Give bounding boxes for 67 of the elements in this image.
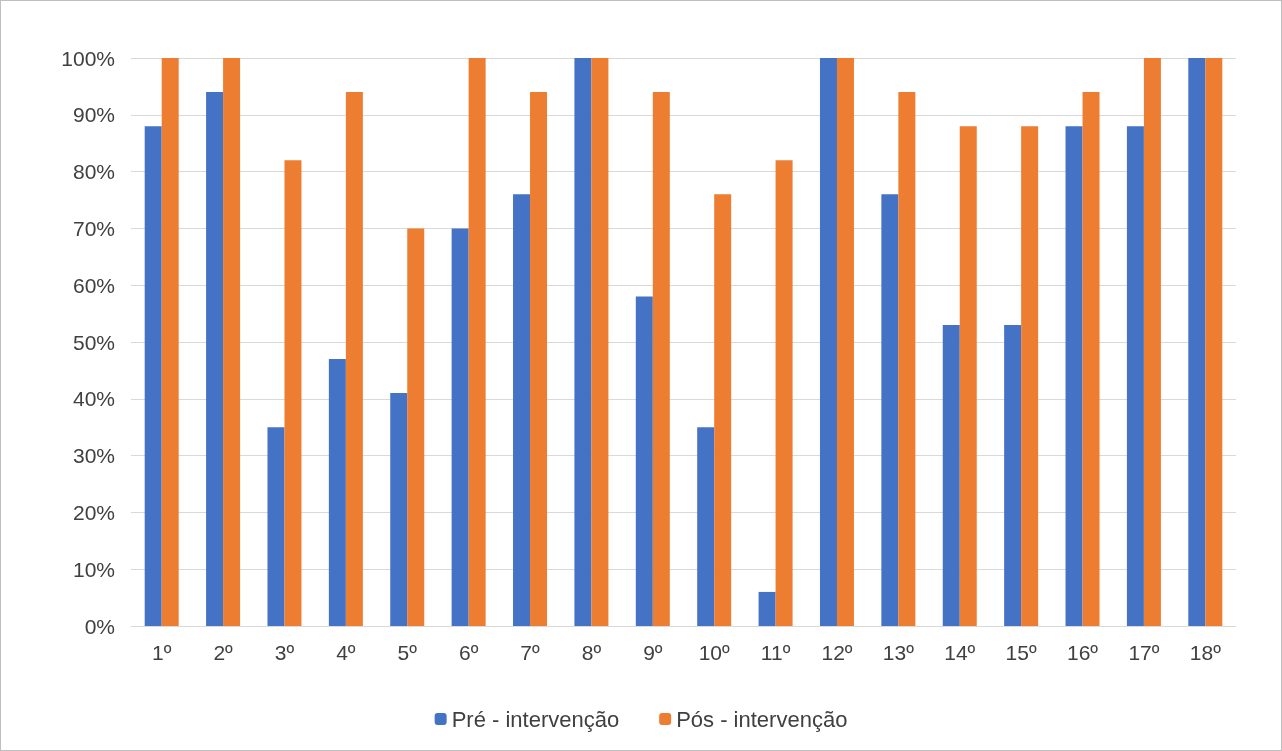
legend-label: Pré - intervenção [451, 706, 620, 732]
y-tick-label: 80% [72, 160, 115, 184]
x-tick-label: 2º [213, 641, 234, 664]
bar [161, 58, 179, 626]
bar [206, 92, 224, 626]
x-tick-label: 9º [643, 641, 663, 664]
x-tick-label: 1º [152, 641, 172, 664]
bar [574, 58, 592, 626]
x-tick-label: 18º [1189, 641, 1222, 664]
x-tick-label: 7º [520, 641, 541, 664]
bar [530, 92, 548, 626]
bar [468, 58, 486, 626]
x-tick-label: 16º [1067, 641, 1099, 664]
y-tick-label: 20% [72, 500, 115, 524]
bar [328, 359, 346, 626]
legend-label: Pós - intervenção [676, 706, 848, 732]
bar [714, 194, 732, 626]
bar [775, 160, 793, 626]
y-tick-label: 40% [72, 387, 115, 411]
bar [407, 228, 425, 626]
bar [1004, 324, 1022, 626]
bar [898, 92, 916, 626]
x-tick-label: 6º [458, 641, 479, 664]
bar [1188, 58, 1206, 626]
bar [345, 92, 363, 626]
bar [1143, 58, 1161, 626]
bar [1065, 126, 1083, 626]
x-tick-label: 13º [882, 641, 915, 664]
x-tick-label: 15º [1005, 641, 1037, 664]
bar [144, 126, 162, 626]
bar [1021, 126, 1039, 626]
bar [697, 427, 715, 626]
x-tick-label: 17º [1128, 641, 1160, 664]
bar [267, 427, 285, 626]
y-tick-label: 0% [84, 614, 115, 638]
x-tick-label: 10º [698, 641, 731, 664]
bar [652, 92, 670, 626]
bar [942, 324, 960, 626]
bar [836, 58, 854, 626]
bar [758, 591, 776, 626]
y-tick-label: 90% [72, 103, 115, 127]
y-tick-label: 100% [61, 46, 115, 70]
x-tick-label: 5º [397, 641, 418, 664]
bar [1082, 92, 1100, 626]
y-tick-label: 70% [72, 216, 115, 240]
x-tick-label: 8º [581, 641, 602, 664]
x-tick-label: 3º [274, 641, 295, 664]
y-tick-label: 30% [72, 444, 115, 468]
bar [390, 393, 408, 626]
bar [1205, 58, 1223, 626]
x-tick-label: 4º [336, 641, 356, 664]
bar [591, 58, 609, 626]
bar [819, 58, 837, 626]
bar [881, 194, 899, 626]
bar [959, 126, 977, 626]
x-tick-label: 11º [760, 641, 791, 664]
bar [451, 228, 469, 626]
y-tick-label: 50% [72, 330, 115, 354]
x-tick-label: 12º [821, 641, 853, 664]
x-tick-label: 14º [944, 641, 976, 664]
y-tick-label: 60% [72, 273, 115, 297]
bar [635, 296, 653, 626]
y-tick-label: 10% [72, 557, 115, 581]
bar [1126, 126, 1144, 626]
bar [513, 194, 531, 626]
bar [223, 58, 241, 626]
bar [284, 160, 302, 626]
